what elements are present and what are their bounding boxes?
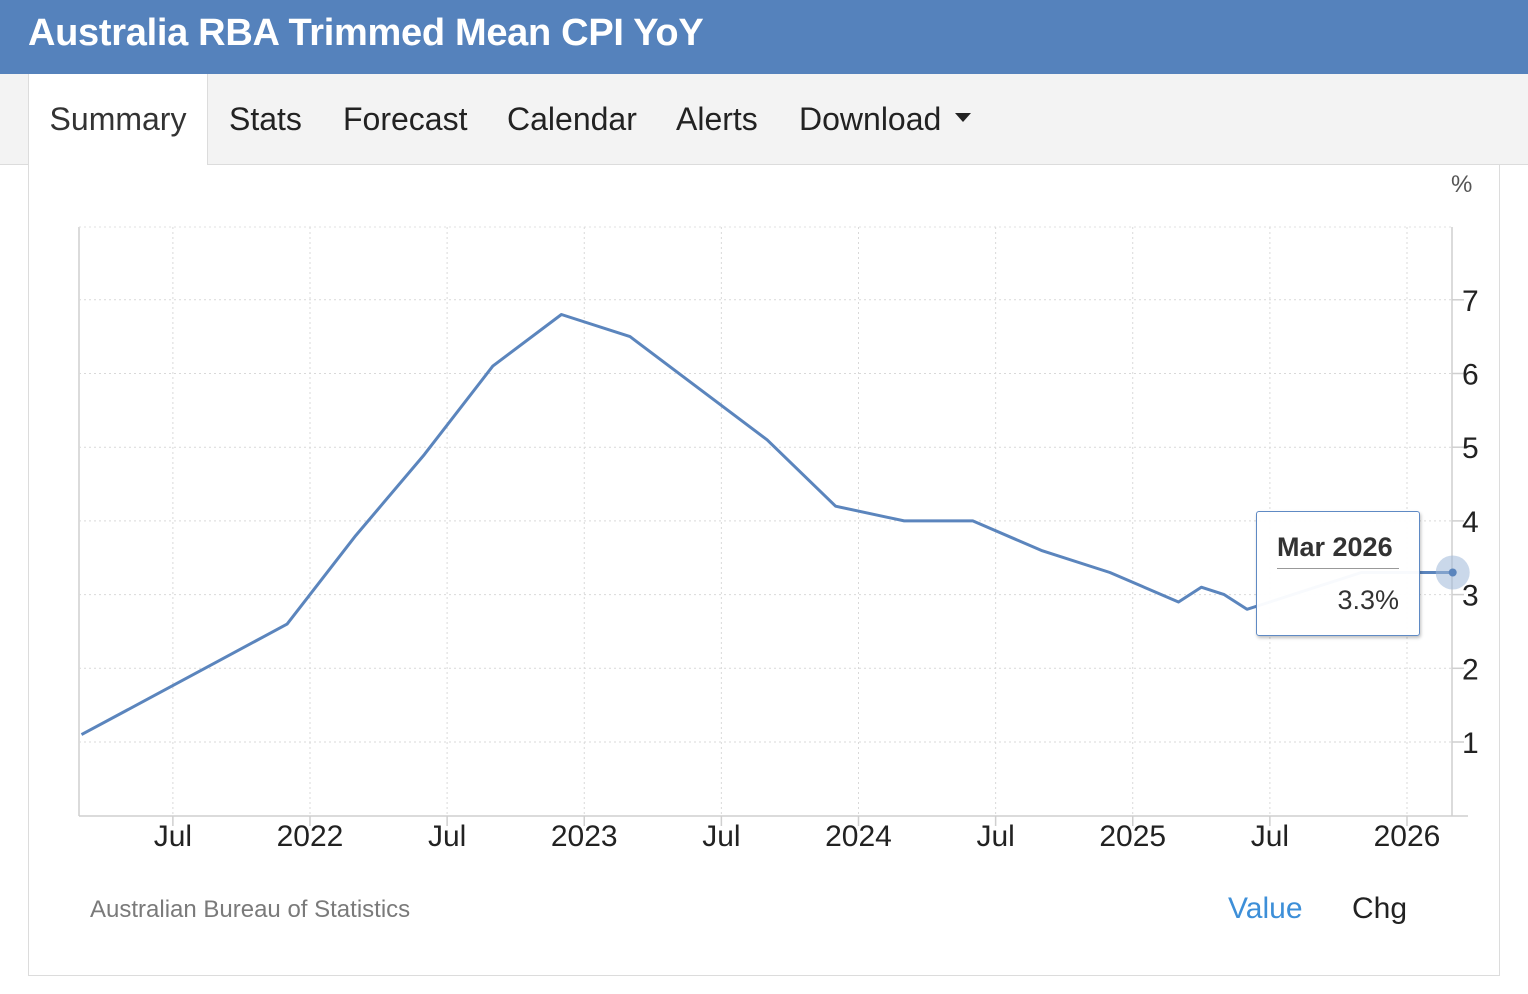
tab-summary[interactable]: Summary <box>28 74 208 165</box>
y-tick-label: 4 <box>1462 506 1479 539</box>
value-toggle[interactable]: Value <box>1228 892 1303 925</box>
caret-down-icon <box>955 113 972 123</box>
tab-alerts[interactable]: Alerts <box>676 101 758 137</box>
tab-download[interactable]: Download <box>799 74 972 164</box>
hover-point <box>1448 568 1457 577</box>
x-tick-label: 2026 <box>1374 820 1441 853</box>
tooltip-date: Mar 2026 <box>1277 532 1393 562</box>
x-tick-label: Jul <box>1251 820 1289 853</box>
y-tick-label: 2 <box>1462 653 1479 686</box>
tab-download-label: Download <box>799 101 942 137</box>
x-tick-label: Jul <box>702 820 740 853</box>
tab-stats[interactable]: Stats <box>229 101 302 137</box>
x-tick-label: 2024 <box>825 820 892 853</box>
x-tick-label: 2025 <box>1099 820 1166 853</box>
tab-bar: Summary Stats Forecast Calendar Alerts D… <box>0 74 1528 165</box>
page-title: Australia RBA Trimmed Mean CPI YoY <box>28 12 704 54</box>
y-tick-label: 3 <box>1462 580 1479 613</box>
chart-tooltip: Mar 2026 3.3% <box>1256 511 1420 636</box>
x-tick-label: Jul <box>154 820 192 853</box>
chg-toggle[interactable]: Chg <box>1352 892 1408 925</box>
y-tick-label: 6 <box>1462 359 1479 392</box>
tooltip-value: 3.3% <box>1337 585 1399 615</box>
tab-forecast[interactable]: Forecast <box>343 101 468 137</box>
y-unit-label: % <box>1451 171 1472 198</box>
source-label: Australian Bureau of Statistics <box>90 896 411 923</box>
y-tick-label: 7 <box>1462 285 1479 318</box>
x-tick-label: Jul <box>976 820 1014 853</box>
series-line <box>80 313 1453 736</box>
y-tick-label: 1 <box>1462 727 1479 760</box>
x-tick-label: 2023 <box>551 820 618 853</box>
x-tick-label: 2022 <box>277 820 344 853</box>
x-tick-label: Jul <box>428 820 466 853</box>
title-bar: Australia RBA Trimmed Mean CPI YoY <box>0 0 1528 74</box>
y-tick-label: 5 <box>1462 432 1479 465</box>
chart-panel <box>28 165 1500 976</box>
tab-calendar[interactable]: Calendar <box>507 101 637 137</box>
tooltip-divider <box>1277 568 1399 569</box>
